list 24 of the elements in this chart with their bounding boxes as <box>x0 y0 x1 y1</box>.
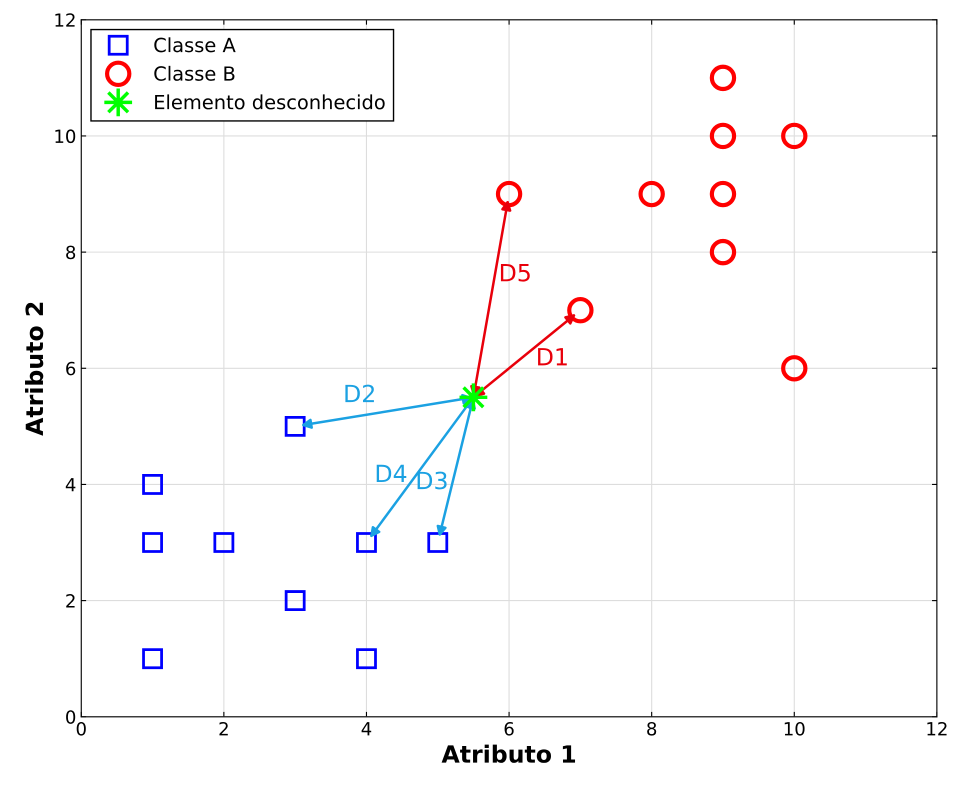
x-tick-label: 10 <box>784 722 805 736</box>
x-tick-label: 4 <box>362 722 372 736</box>
annotation: D1 <box>538 348 567 366</box>
annotation: D4 <box>376 464 406 482</box>
y-tick-label: 4 <box>66 478 76 492</box>
annotation: D3 <box>418 472 447 490</box>
legend-label: Elemento desconhecido <box>155 94 385 110</box>
y-tick-label: 6 <box>66 362 76 376</box>
x-tick-label: 2 <box>219 722 228 736</box>
y-tick-label: 12 <box>55 13 75 27</box>
y-tick-label: 10 <box>55 129 76 144</box>
y-tick-label: 0 <box>66 710 76 724</box>
y-tick-label: 8 <box>66 246 76 260</box>
annotation: D5 <box>500 264 530 282</box>
legend-label: Classe B <box>154 66 234 81</box>
y-tick-label: 2 <box>66 594 75 608</box>
annotation: D2 <box>345 384 374 402</box>
y-axis-title: Atributo 2 <box>25 302 44 436</box>
x-tick-label: 12 <box>927 722 947 736</box>
x-tick-label: 8 <box>647 722 656 736</box>
x-axis-title: Atributo 1 <box>442 744 576 763</box>
legend-label: Classe A <box>154 37 236 52</box>
x-tick-label: 0 <box>76 722 86 736</box>
x-tick-label: 6 <box>504 722 514 736</box>
